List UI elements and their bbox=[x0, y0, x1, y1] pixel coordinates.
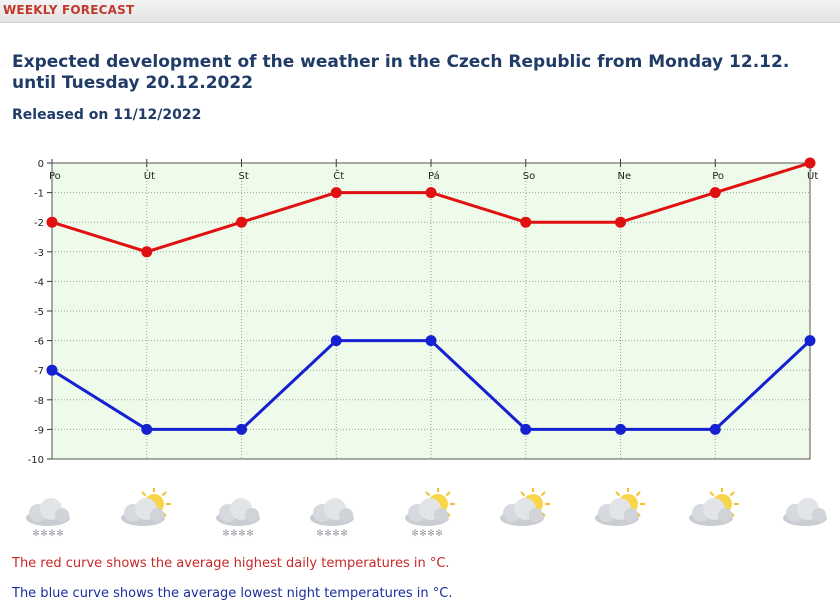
svg-text:✻: ✻ bbox=[40, 529, 48, 539]
high-temp-point bbox=[330, 187, 342, 199]
low-temp-point bbox=[709, 423, 721, 435]
low-temp-point bbox=[615, 423, 626, 435]
y-tick-label: 0 bbox=[38, 159, 44, 170]
y-tick-label: -5 bbox=[34, 307, 44, 318]
x-tick-label: Út bbox=[144, 169, 155, 182]
sun-cloud-icon bbox=[116, 487, 178, 540]
high-temp-point bbox=[615, 216, 626, 228]
high-temp-point bbox=[804, 157, 816, 169]
high-temp-point bbox=[46, 216, 58, 228]
low-temp-point bbox=[520, 423, 532, 435]
cloud-snow-icon: ✻ ✻ ✻ ✻ bbox=[21, 488, 83, 540]
cloud-icon bbox=[778, 488, 840, 540]
legend-high-text: The red curve shows the average highest … bbox=[12, 556, 450, 571]
svg-text:✻: ✻ bbox=[316, 529, 324, 539]
x-tick-label: Ne bbox=[618, 171, 632, 182]
high-temp-point bbox=[141, 246, 153, 258]
sun-cloud-snow-icon: ✻ ✻ ✻ ✻ bbox=[400, 487, 462, 540]
svg-text:✻: ✻ bbox=[48, 529, 56, 539]
svg-text:✻: ✻ bbox=[230, 529, 238, 539]
header-bar: WEEKLY FORECAST bbox=[0, 0, 840, 23]
y-tick-label: -9 bbox=[34, 425, 44, 436]
svg-text:✻: ✻ bbox=[238, 529, 246, 539]
y-tick-label: -7 bbox=[34, 366, 44, 377]
x-tick-label: Po bbox=[49, 171, 61, 182]
y-tick-label: -4 bbox=[34, 277, 44, 288]
y-tick-label: -6 bbox=[34, 337, 44, 348]
svg-text:✻: ✻ bbox=[332, 529, 340, 539]
y-tick-label: -10 bbox=[28, 455, 44, 466]
y-tick-label: -8 bbox=[34, 396, 44, 407]
page-title: Expected development of the weather in t… bbox=[12, 52, 790, 93]
high-temp-point bbox=[236, 216, 247, 228]
svg-text:✻: ✻ bbox=[32, 529, 40, 539]
x-tick-label: Út bbox=[807, 169, 818, 182]
svg-text:✻: ✻ bbox=[56, 529, 64, 539]
sun-cloud-icon bbox=[590, 487, 652, 540]
low-temp-point bbox=[236, 423, 247, 435]
plot-frame bbox=[51, 162, 811, 460]
high-temp-point bbox=[520, 216, 532, 228]
cloud-snow-icon: ✻ ✻ ✻ ✻ bbox=[305, 488, 367, 540]
svg-text:✻: ✻ bbox=[427, 529, 435, 539]
x-tick-label: So bbox=[523, 171, 535, 182]
low-temp-point bbox=[46, 364, 58, 376]
x-tick-label: Pá bbox=[428, 170, 440, 182]
low-temp-point bbox=[804, 335, 816, 347]
svg-text:✻: ✻ bbox=[435, 529, 443, 539]
cloud-snow-icon: ✻ ✻ ✻ ✻ bbox=[211, 488, 273, 540]
y-tick-label: -1 bbox=[34, 189, 44, 200]
sun-cloud-icon bbox=[495, 487, 557, 540]
y-tick-label: -3 bbox=[34, 248, 44, 259]
svg-text:✻: ✻ bbox=[340, 529, 348, 539]
svg-text:✻: ✻ bbox=[419, 529, 427, 539]
y-tick-label: -2 bbox=[34, 218, 44, 229]
sun-cloud-icon bbox=[684, 487, 746, 540]
low-temp-point bbox=[425, 335, 437, 347]
svg-text:✻: ✻ bbox=[222, 529, 230, 539]
high-temp-point bbox=[709, 187, 721, 199]
x-tick-label: St bbox=[239, 171, 249, 182]
section-label: WEEKLY FORECAST bbox=[3, 3, 135, 17]
temperature-chart: 0 -1 -2 -3 -4 -5 -6 -7 -8 -9 -10 Po Út St Čt Pá So Ne Po Út bbox=[28, 157, 818, 466]
release-date: Released on 11/12/2022 bbox=[12, 107, 202, 123]
svg-text:✻: ✻ bbox=[411, 529, 419, 539]
x-tick-label: Po bbox=[712, 171, 724, 182]
high-temp-point bbox=[425, 187, 437, 199]
legend-low-text: The blue curve shows the average lowest … bbox=[12, 586, 453, 601]
svg-text:✻: ✻ bbox=[324, 529, 332, 539]
low-temp-point bbox=[330, 335, 342, 347]
svg-text:✻: ✻ bbox=[246, 529, 254, 539]
x-tick-label: Čt bbox=[333, 169, 344, 182]
low-temp-point bbox=[141, 423, 153, 435]
weather-icon-row: ✻ ✻ ✻ ✻ ✻ ✻ ✻ ✻ ✻ ✻ ✻ ✻ ✻ ✻ ✻ ✻ bbox=[0, 487, 840, 543]
